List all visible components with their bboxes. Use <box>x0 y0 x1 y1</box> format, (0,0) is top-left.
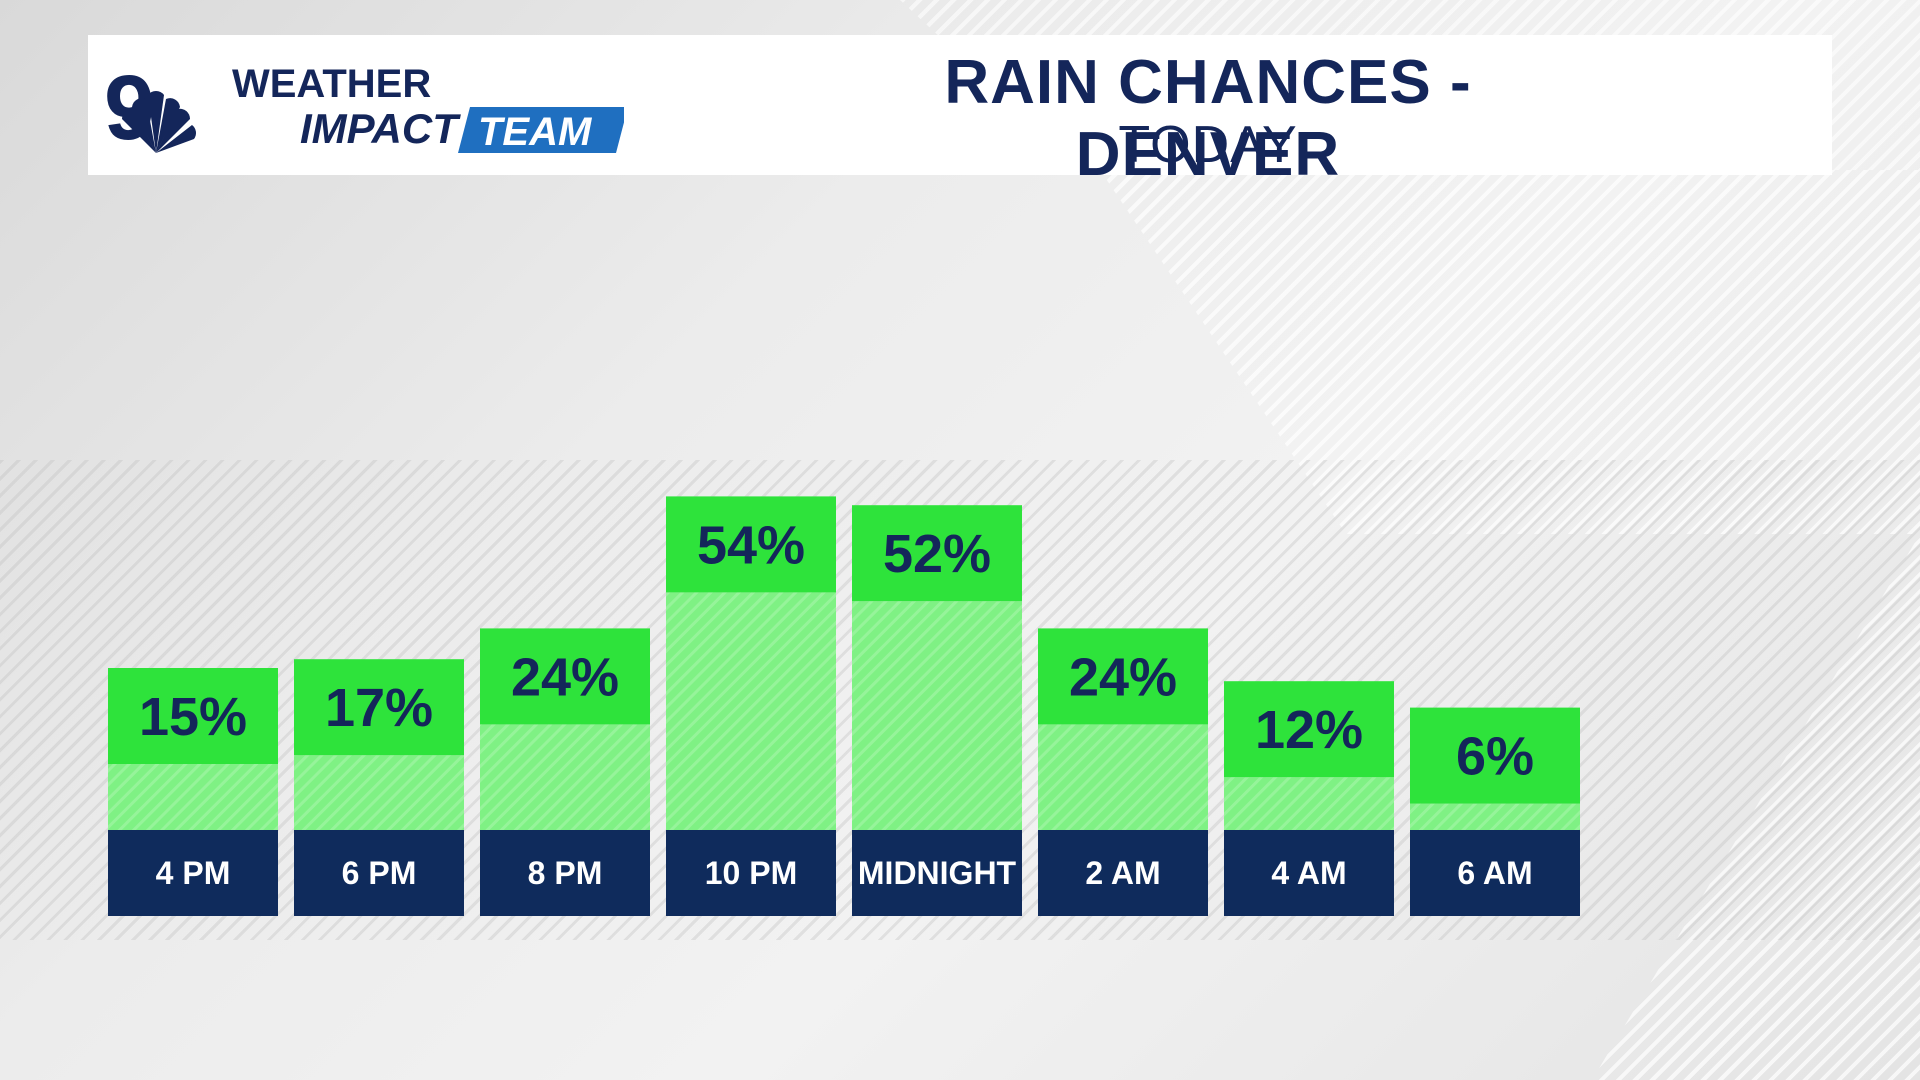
bar-group: 6% 6 AM <box>1410 707 1580 916</box>
value-label-box <box>1038 628 1208 725</box>
bar-hatch <box>1410 803 1580 830</box>
data-label: 17% <box>325 678 433 738</box>
bar-group: 24% 8 PM <box>480 628 650 916</box>
station-logo: 9 WEATHER IMPACT TEAM <box>104 57 624 157</box>
bar-group: 24% 2 AM <box>1038 628 1208 916</box>
tick-label: 8 PM <box>528 855 603 891</box>
data-label: 12% <box>1255 700 1363 760</box>
logo-line-impact: IMPACT <box>300 105 461 152</box>
bar-hatch <box>294 755 464 830</box>
bars-layer: 15% 4 PM 17% 6 PM 24% 8 PM 54% 10 PM 52% MIDNIGHT… <box>108 496 1580 916</box>
page-title: RAIN CHANCES - DENVER <box>944 48 1472 189</box>
bar-hatch <box>1224 777 1394 830</box>
logo-line-weather: WEATHER <box>232 62 431 106</box>
bar-group: 17% 6 PM <box>294 659 464 916</box>
value-label-box <box>294 659 464 756</box>
value-label-box <box>1224 681 1394 778</box>
value-label-box <box>108 668 278 764</box>
tick-label: 6 AM <box>1457 855 1532 891</box>
category-box <box>480 830 650 916</box>
data-label: 15% <box>139 687 247 747</box>
tick-label: 6 PM <box>342 855 417 891</box>
bar-hatch <box>480 724 650 830</box>
bar-hatch <box>108 764 278 830</box>
data-label: 54% <box>697 515 805 575</box>
data-label: 52% <box>883 524 991 584</box>
bar-group: 12% 4 AM <box>1224 681 1394 916</box>
value-label-box <box>1410 707 1580 804</box>
tick-label: MIDNIGHT <box>858 855 1017 891</box>
data-label: 24% <box>511 647 619 707</box>
header-banner: 9 WEATHER IMPACT TEAM RAIN CHANCES - DEN… <box>88 35 1832 189</box>
category-box <box>1410 830 1580 916</box>
bar-group: 15% 4 PM <box>108 668 278 916</box>
page-subtitle: TODAY <box>1118 116 1298 174</box>
category-box <box>852 830 1022 916</box>
bar-hatch <box>1038 724 1208 830</box>
category-box <box>1224 830 1394 916</box>
category-box <box>1038 830 1208 916</box>
tick-label: 4 AM <box>1271 855 1346 891</box>
bar-group: 52% MIDNIGHT <box>852 505 1022 916</box>
value-label-box <box>666 496 836 593</box>
bar-hatch <box>666 592 836 830</box>
data-label: 24% <box>1069 647 1177 707</box>
logo-line-team: TEAM <box>478 110 593 154</box>
category-box <box>108 830 278 916</box>
peacock-icon <box>121 91 196 153</box>
bar-hatch <box>852 601 1022 830</box>
value-label-box <box>852 505 1022 602</box>
category-box <box>294 830 464 916</box>
tick-label: 2 AM <box>1085 855 1160 891</box>
bar-group: 54% 10 PM <box>666 496 836 916</box>
category-box <box>666 830 836 916</box>
tick-label: 10 PM <box>705 855 797 891</box>
logo-team-box <box>458 107 624 153</box>
data-label: 6% <box>1456 727 1534 787</box>
value-label-box <box>480 628 650 725</box>
tick-label: 4 PM <box>156 855 231 891</box>
